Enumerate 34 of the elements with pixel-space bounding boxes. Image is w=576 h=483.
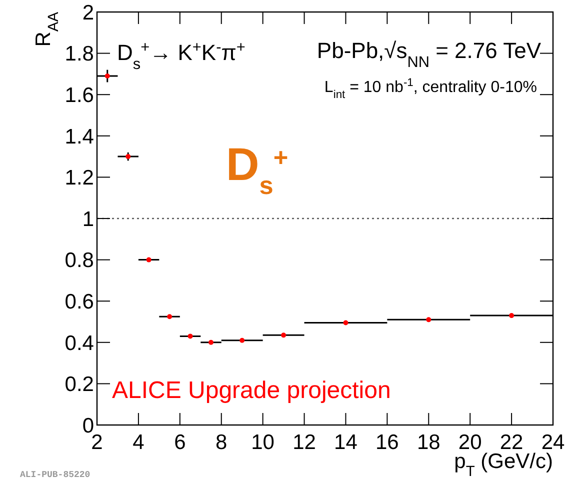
point: [509, 313, 514, 318]
x-tick-label: 16: [376, 431, 399, 454]
y-tick-label: 0: [82, 414, 94, 438]
point: [146, 257, 152, 262]
y-tick-label: 0.4: [64, 332, 94, 355]
text: D$_{s}$$^{+}$→ K$^{+}$K$^{-}$π$^{+}$: [117, 38, 246, 72]
point: [343, 320, 348, 326]
annotation: L$_{int}$ = 10 nb$^{-1}$, centrality 0-10%: [324, 77, 537, 101]
y-tick-label: 0.8: [64, 249, 94, 272]
y-tick-label: 1.6: [64, 84, 94, 107]
point: [281, 332, 286, 338]
x-tick-label: 10: [251, 431, 274, 454]
y-tick-label: 1.8: [64, 42, 94, 66]
point: [188, 334, 193, 339]
point: [104, 74, 110, 79]
point: [167, 314, 172, 320]
annotation: Pb-Pb,√s$_{NN}$ = 2.76 TeV: [316, 38, 542, 70]
y-tick-label: 0.6: [64, 290, 94, 314]
point: [240, 338, 245, 343]
y-tick-label: 1.2: [64, 166, 94, 190]
y-tick-label: 2: [82, 1, 94, 24]
point: [208, 340, 214, 345]
annotation: ALICE Upgrade projection: [112, 377, 391, 404]
point: [426, 317, 432, 322]
y-tick-label: 1: [82, 208, 94, 231]
x-tick-label: 4: [132, 431, 145, 454]
x-tick-label: 12: [292, 431, 316, 454]
x-tick-label: 6: [174, 431, 186, 454]
x-tick-label: 18: [416, 431, 440, 454]
y-tick-label: 1.4: [64, 125, 94, 148]
y-tick-label: 0.2: [64, 373, 94, 396]
text: ALI-PUB-85220: [20, 470, 90, 480]
x-tick-label: 8: [216, 431, 228, 454]
x-tick-label: 14: [334, 431, 358, 454]
